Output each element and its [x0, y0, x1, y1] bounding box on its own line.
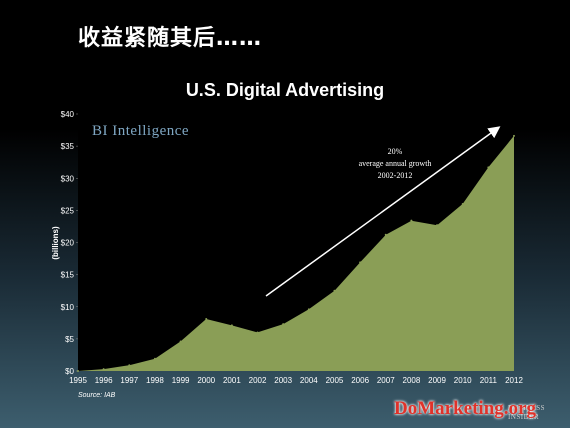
data-point-1995	[77, 370, 79, 372]
annotation-line-1: 20%	[388, 147, 403, 156]
watermark: DoMarketing.org	[394, 398, 536, 419]
x-tick-label: 2007	[377, 376, 395, 385]
data-point-2000	[205, 317, 208, 320]
data-point-2008	[410, 219, 413, 222]
x-tick-label: 2002	[249, 376, 267, 385]
data-point-2007	[384, 233, 387, 236]
data-point-1999	[179, 340, 182, 343]
x-tick-label: 2000	[197, 376, 215, 385]
bi-intelligence-logo: BI Intelligence	[92, 123, 189, 139]
y-tick-label: $35	[61, 142, 75, 151]
x-tick-label: 2004	[300, 376, 318, 385]
data-point-2011	[487, 166, 490, 169]
annotation-line-3: 2002-2012	[378, 171, 413, 180]
x-tick-label: 1995	[69, 376, 87, 385]
data-point-1998	[153, 357, 156, 360]
area-series	[78, 135, 514, 371]
x-axis: 1995 1996 1997 1998 1999 2000 2001 2002 2003 2004…	[69, 376, 523, 385]
data-point-2002	[256, 331, 259, 334]
y-tick-label: $20	[61, 239, 75, 248]
data-point-2003	[282, 323, 285, 326]
x-tick-label: 2001	[223, 376, 241, 385]
data-point-1996	[102, 368, 105, 371]
x-tick-label: 2003	[274, 376, 292, 385]
data-point-2004	[307, 308, 310, 311]
y-tick-label: $15	[61, 271, 75, 280]
growth-arrow	[265, 126, 501, 297]
y-tick-label: $0	[65, 367, 74, 376]
source-note: Source: IAB	[78, 392, 116, 399]
annotation-line-2: average annual growth	[359, 159, 432, 168]
data-point-2009	[436, 224, 439, 227]
y-axis: $0 $5 $10 $15 $20 $25 $30 $35 $40	[61, 110, 78, 376]
x-tick-label: 1998	[146, 376, 164, 385]
y-tick-label: $25	[61, 206, 75, 215]
business-insider-logo-line-1: BUSINESS	[508, 404, 545, 412]
x-tick-label: 2006	[351, 376, 369, 385]
business-insider-logo-line-2: INSIDER	[508, 413, 539, 421]
data-point-2010	[461, 202, 464, 205]
x-tick-label: 2012	[505, 376, 523, 385]
data-point-2005	[333, 289, 336, 292]
x-tick-label: 1996	[95, 376, 113, 385]
x-tick-label: 1997	[120, 376, 138, 385]
x-tick-label: 2011	[480, 376, 498, 385]
chart-title: U.S. Digital Advertising	[185, 80, 385, 100]
slide-heading: 收益紧随其后……	[78, 26, 263, 51]
y-tick-label: $5	[65, 335, 74, 344]
y-tick-label: $40	[61, 110, 75, 119]
y-tick-label: $10	[61, 303, 75, 312]
x-tick-label: 2009	[428, 376, 446, 385]
y-axis-label: (billions)	[51, 226, 60, 260]
y-tick-label: $30	[61, 174, 75, 183]
x-tick-label: 1999	[172, 376, 190, 385]
x-tick-label: 2005	[326, 376, 344, 385]
data-point-2001	[230, 324, 233, 327]
data-point-2006	[359, 261, 362, 264]
data-point-2012	[513, 134, 515, 137]
x-tick-label: 2008	[403, 376, 421, 385]
data-points	[77, 134, 515, 372]
data-point-1997	[128, 364, 131, 367]
x-tick-label: 2010	[454, 376, 472, 385]
